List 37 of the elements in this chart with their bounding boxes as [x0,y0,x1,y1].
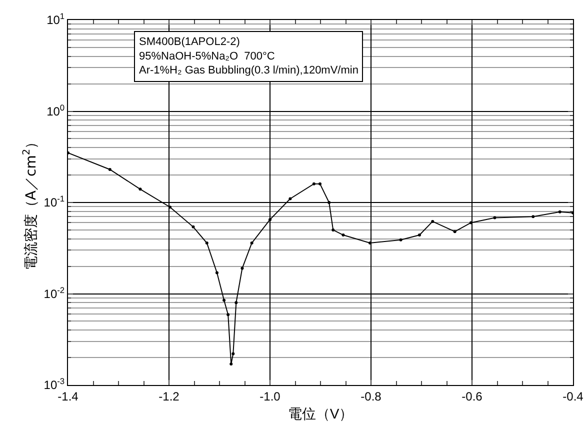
point [342,234,345,237]
point [230,362,233,366]
point [558,210,562,214]
x-tick-label: -1.0 [260,389,281,404]
point [493,216,496,220]
point [418,234,421,237]
y-tick-label: 10$^{0}$ [46,102,65,118]
point [399,238,402,242]
point [240,266,244,270]
point [138,188,142,191]
point [453,230,456,234]
x-axis-title: 電位（V） [288,406,354,422]
point [222,298,226,302]
point [312,182,316,186]
point [332,228,335,232]
point [532,215,535,218]
x-tick-label: -0.4 [562,389,584,404]
annotation: 95%NaOH-5%Na₂O 700°C [139,50,275,62]
y-tick-label: 10$^{-1}$ [44,194,65,210]
annotation: SM400B(1APOL2-2) [139,36,240,48]
point [215,271,218,274]
x-tick-label: -0.8 [360,389,382,404]
point [288,197,292,200]
y-tick-label: 10$^{1}$ [46,11,65,28]
point [234,301,238,304]
point [431,220,434,223]
point [250,241,254,244]
annotation: Ar-1%H₂ Gas Bubbling(0.3 l/min),120mV/min [139,64,358,77]
point [192,225,195,228]
point [108,168,112,171]
point [232,352,235,356]
point [226,313,230,316]
y-tick-label: 10$^{-2}$ [44,284,65,301]
x-tick-label: -1.2 [158,389,180,404]
point [318,182,322,186]
x-tick-label: -0.6 [462,389,483,404]
point [205,241,208,244]
